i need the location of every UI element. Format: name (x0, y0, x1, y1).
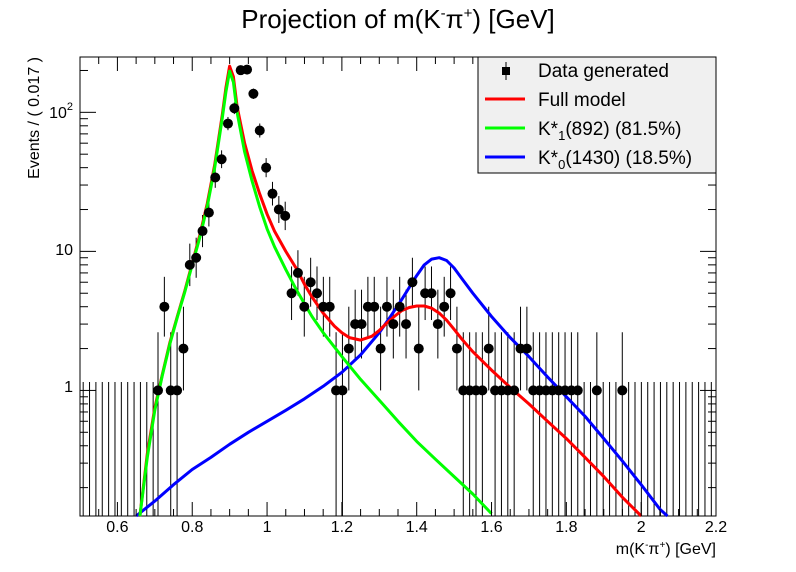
data-point (292, 267, 303, 278)
data-point (305, 277, 316, 288)
data-point (381, 301, 392, 312)
data-point (178, 343, 189, 354)
data-point (388, 319, 399, 330)
data-point (432, 319, 443, 330)
x-tick-label: 2 (637, 519, 646, 536)
data-point (356, 319, 367, 330)
x-axis-label: m(K-π+) [GeV] (616, 540, 716, 558)
x-tick-label: 2.2 (705, 519, 727, 536)
legend-label-full: Full model (538, 90, 626, 111)
x-tick-label: 0.8 (181, 519, 203, 536)
legend-label-data: Data generated (538, 61, 669, 82)
data-point (267, 188, 278, 199)
data-point (312, 288, 323, 299)
data-point (184, 259, 195, 270)
data-point (337, 385, 348, 396)
data-point (222, 118, 233, 129)
x-tick-label: 1.8 (555, 519, 577, 536)
data-point (477, 385, 488, 396)
x-tick-label: 1 (263, 519, 272, 536)
data-point (509, 385, 520, 396)
data-point (242, 64, 253, 75)
data-point (483, 343, 494, 354)
curve-k892 (138, 69, 493, 517)
legend-entry-data: Data generated (502, 61, 669, 82)
data-point (439, 301, 450, 312)
data-point (216, 154, 227, 165)
curve-k1430 (135, 256, 669, 518)
legend-label-k892: K*1(892) (81.5%) (538, 119, 681, 143)
data-point (451, 343, 462, 354)
data-point (254, 125, 265, 136)
data-point (203, 207, 214, 218)
x-tick-label: 0.6 (106, 519, 128, 536)
legend-entry-k1430: K*0(1430) (18.5%) (485, 148, 692, 172)
data-point (299, 301, 310, 312)
legend-entry-full: Full model (485, 90, 626, 111)
data-point (273, 204, 284, 215)
y-tick-label-10: 10 (55, 242, 73, 259)
data-point (591, 385, 602, 396)
data-point (191, 252, 202, 263)
data-point (229, 103, 240, 114)
data-point (159, 301, 170, 312)
data-point (401, 319, 412, 330)
data-point (413, 343, 424, 354)
data-point (248, 88, 259, 99)
data-point (172, 385, 183, 396)
x-tick-label: 1.4 (406, 519, 428, 536)
data-points (153, 64, 628, 396)
data-point (324, 301, 335, 312)
data-point (617, 385, 628, 396)
data-point (280, 210, 291, 221)
y-tick-label-1: 1 (64, 379, 73, 396)
data-point (153, 385, 164, 396)
data-point (261, 162, 272, 173)
data-point (375, 343, 386, 354)
data-point (426, 288, 437, 299)
data-point (572, 385, 583, 396)
data-point (394, 301, 405, 312)
legend-marker-data (502, 67, 510, 75)
x-tick-label: 1.2 (331, 519, 353, 536)
data-point (210, 172, 221, 183)
data-point (343, 343, 354, 354)
legend-box (477, 56, 717, 174)
data-point (445, 288, 456, 299)
data-point (369, 301, 380, 312)
legend-entry-k892: K*1(892) (81.5%) (485, 119, 681, 143)
legend-label-k1430: K*0(1430) (18.5%) (538, 148, 692, 172)
data-point (407, 277, 418, 288)
chart-title: Projection of m(K-π+) [GeV] (241, 4, 554, 34)
y-tick-label-100: 102 (49, 101, 73, 122)
y-axis-label: Events / ( 0.017 ) (26, 57, 43, 179)
data-point (521, 343, 532, 354)
data-point (197, 226, 208, 237)
legend: Data generated Full model K*1(892) (81.5… (477, 56, 717, 174)
x-tick-label: 1.6 (480, 519, 502, 536)
data-point (286, 288, 297, 299)
